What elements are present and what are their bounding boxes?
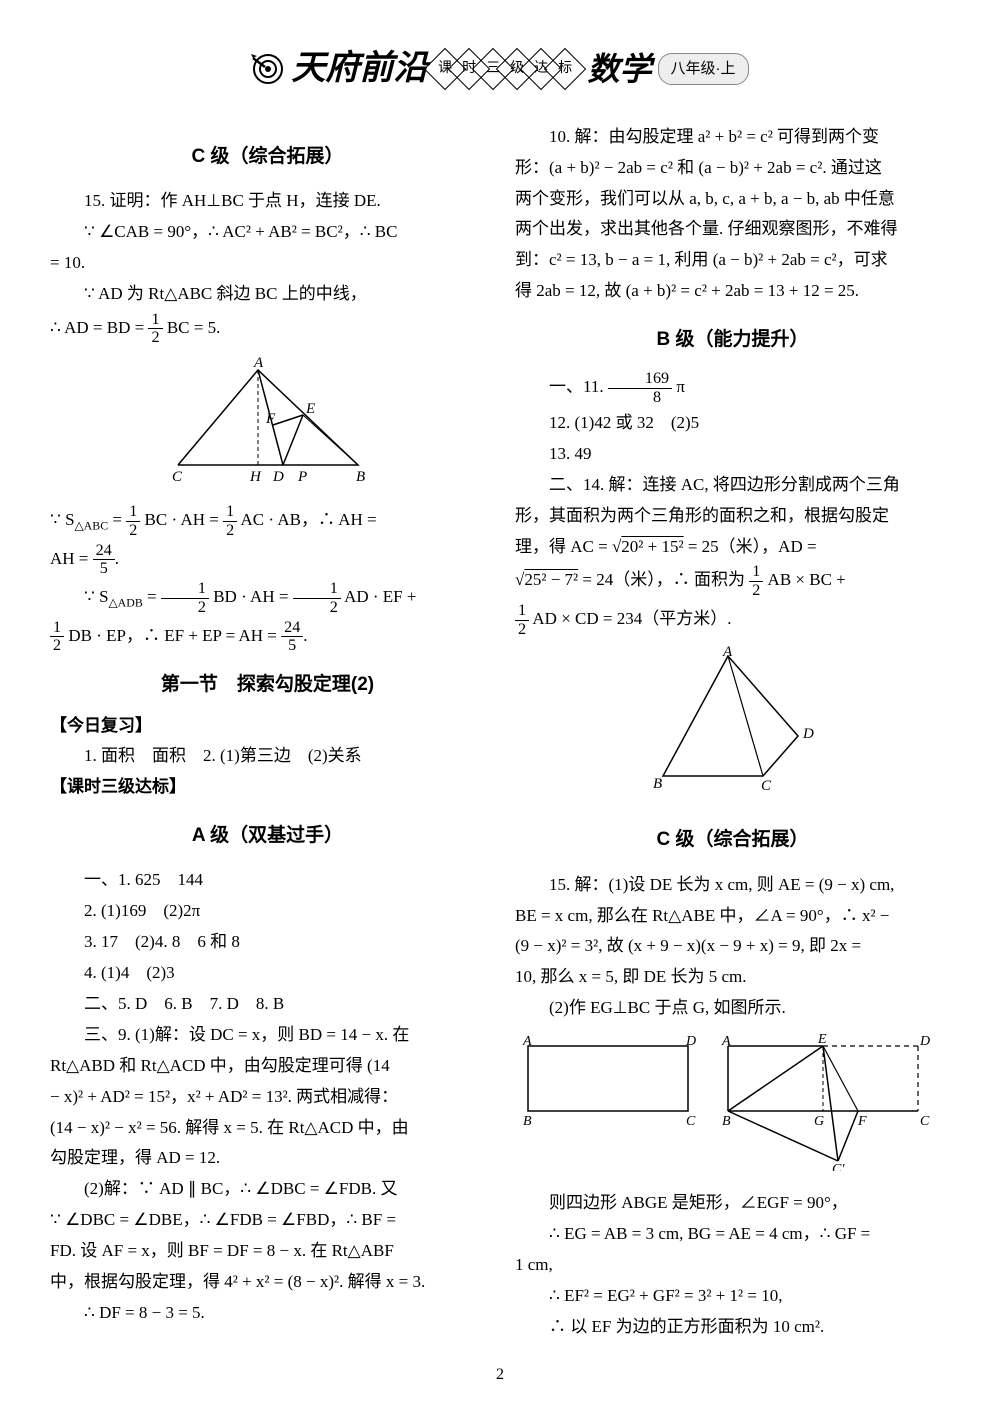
- p15h: ∵ S△ADB = 12 BD · AH = 12 AD · EF +: [50, 580, 485, 617]
- a9g: ∵ ∠DBC = ∠DBE，∴ ∠FDB = ∠FBD，∴ BF =: [50, 1206, 485, 1235]
- a9f: (2)解：∵ AD ∥ BC，∴ ∠DBC = ∠FDB. 又: [50, 1175, 485, 1204]
- svg-text:B: B: [523, 1114, 532, 1129]
- review-label: 【今日复习】: [50, 712, 152, 741]
- p10f: 得 2ab = 12, 故 (a + b)² = c² + 2ab = 13 +…: [515, 277, 950, 306]
- b14b: 形，其面积为两个三角形的面积之和，根据勾股定: [515, 502, 950, 531]
- svg-text:H: H: [249, 469, 262, 485]
- p15b: ∵ ∠CAB = 90°，∴ AC² + AB² = BC²，∴ BC: [50, 218, 485, 247]
- svg-text:C: C: [686, 1114, 696, 1129]
- level-c-title: C 级（综合拓展）: [50, 141, 485, 173]
- a9d: (14 − x)² − x² = 56. 解得 x = 5. 在 Rt△ACD …: [50, 1114, 485, 1143]
- c15e: (2)作 EG⊥BC 于点 G, 如图所示.: [515, 994, 950, 1023]
- svg-text:P: P: [297, 469, 307, 485]
- a9i: 中，根据勾股定理，得 4² + x² = (8 − x)². 解得 x = 3.: [50, 1268, 485, 1297]
- a2: 2. (1)169 (2)2π: [50, 897, 485, 926]
- svg-text:A: A: [722, 646, 733, 660]
- b12: 12. (1)42 或 32 (2)5: [515, 409, 950, 438]
- p15e: ∴ AD = BD = 12 BC = 5.: [50, 311, 485, 348]
- a9b: Rt△ABD 和 Rt△ACD 中，由勾股定理可得 (14: [50, 1052, 485, 1081]
- b14c: 理，得 AC = √20² + 15² = 25（米），AD =: [515, 533, 950, 562]
- a9c: − x)² + AD² = 15²，x² + AD² = 13². 两式相减得：: [50, 1083, 485, 1112]
- svg-text:F: F: [265, 411, 276, 427]
- svg-text:B: B: [722, 1114, 731, 1129]
- figure-triangle-1: A C H D P B E F: [50, 355, 485, 495]
- svg-text:F: F: [857, 1114, 867, 1129]
- c15j: ∴ 以 EF 为边的正方形面积为 10 cm².: [515, 1313, 950, 1342]
- a3: 3. 17 (2)4. 8 6 和 8: [50, 928, 485, 957]
- p15i: 12 DB · EP，∴ EF + EP = AH = 245.: [50, 619, 485, 656]
- grade-badge: 八年级·上: [658, 53, 749, 85]
- a9a: 三、9. (1)解：设 DC = x，则 BD = 14 − x. 在: [50, 1021, 485, 1050]
- diamond-5: 标: [544, 48, 586, 90]
- p15a: 15. 证明：作 AH⊥BC 于点 H，连接 DE.: [50, 187, 485, 216]
- svg-text:A: A: [522, 1034, 532, 1049]
- p10a: 10. 解：由勾股定理 a² + b² = c² 可得到两个变: [515, 123, 950, 152]
- level-b-title: B 级（能力提升）: [515, 324, 950, 356]
- b13: 13. 49: [515, 440, 950, 469]
- a9e: 勾股定理，得 AD = 12.: [50, 1144, 485, 1173]
- a5: 二、5. D 6. B 7. D 8. B: [50, 990, 485, 1019]
- a9j: ∴ DF = 8 − 3 = 5.: [50, 1299, 485, 1328]
- figure-quad: A B C D: [515, 646, 950, 806]
- p10b: 形：(a + b)² − 2ab = c² 和 (a − b)² + 2ab =…: [515, 154, 950, 183]
- c15h: 1 cm,: [515, 1251, 950, 1280]
- svg-text:C: C: [761, 778, 772, 794]
- svg-text:D: D: [802, 726, 814, 742]
- b14a: 二、14. 解：连接 AC, 将四边形分割成两个三角: [515, 471, 950, 500]
- a9h: FD. 设 AF = x，则 BF = DF = 8 − x. 在 Rt△ABF: [50, 1237, 485, 1266]
- p10e: 到：c² = 13, b − a = 1, 利用 (a − b)² + 2ab …: [515, 246, 950, 275]
- c15b: BE = x cm, 那么在 Rt△ABE 中，∠A = 90°，∴ x² −: [515, 902, 950, 931]
- p15g: AH = 245.: [50, 542, 485, 579]
- svg-text:D: D: [919, 1034, 930, 1049]
- series-title: 天府前沿: [291, 40, 427, 98]
- p10c: 两个变形，我们可以从 a, b, c, a + b, a − b, ab 中任意: [515, 185, 950, 214]
- svg-text:B: B: [356, 469, 365, 485]
- svg-text:G: G: [814, 1114, 824, 1129]
- svg-text:A: A: [253, 355, 264, 371]
- svg-text:E: E: [817, 1032, 827, 1047]
- page-header: 天府前沿 课 时 三 级 达 标 数学 八年级·上: [50, 40, 950, 98]
- diamond-row: 课 时 三 级 达 标: [433, 54, 577, 84]
- left-column: C 级（综合拓展） 15. 证明：作 AH⊥BC 于点 H，连接 DE. ∵ ∠…: [50, 123, 485, 1344]
- page-number: 2: [50, 1361, 950, 1388]
- b14d: √25² − 7² = 24（米），∴ 面积为 12 AB × BC +: [515, 563, 950, 600]
- subject-title: 数学: [587, 42, 651, 96]
- level-a-title: A 级（双基过手）: [50, 820, 485, 852]
- b14e: 12 AD × CD = 234（平方米）.: [515, 602, 950, 639]
- right-column: 10. 解：由勾股定理 a² + b² = c² 可得到两个变 形：(a + b…: [515, 123, 950, 1344]
- p10d: 两个出发，求出其他各个量. 仔细观察图形，不难得: [515, 215, 950, 244]
- svg-text:D: D: [685, 1034, 696, 1049]
- c15d: 10, 那么 x = 5, 即 DE 长为 5 cm.: [515, 963, 950, 992]
- b11: 一、11. 1698 π: [515, 370, 950, 407]
- p15d: ∵ AD 为 Rt△ABC 斜边 BC 上的中线，: [50, 280, 485, 309]
- a4: 4. (1)4 (2)3: [50, 959, 485, 988]
- p15c: = 10.: [50, 249, 485, 278]
- section-2-title: 第一节 探索勾股定理(2): [50, 669, 485, 701]
- review-content: 1. 面积 面积 2. (1)第三边 (2)关系: [50, 742, 485, 771]
- svg-text:A: A: [721, 1034, 731, 1049]
- level-c-title-r: C 级（综合拓展）: [515, 824, 950, 856]
- svg-text:C′: C′: [832, 1162, 845, 1171]
- svg-text:D: D: [272, 469, 284, 485]
- c15c: (9 − x)² = 3², 故 (x + 9 − x)(x − 9 + x) …: [515, 932, 950, 961]
- a1: 一、1. 625 144: [50, 866, 485, 895]
- target-icon: [251, 52, 285, 86]
- p15f: ∵ S△ABC = 12 BC · AH = 12 AC · AB，∴ AH =: [50, 503, 485, 540]
- svg-text:C: C: [172, 469, 183, 485]
- c15f: 则四边形 ABGE 是矩形，∠EGF = 90°，: [515, 1189, 950, 1218]
- level-label: 【课时三级达标】: [50, 773, 186, 802]
- svg-text:C: C: [920, 1114, 930, 1129]
- svg-text:B: B: [653, 776, 662, 792]
- svg-text:E: E: [305, 401, 315, 417]
- c15g: ∴ EG = AB = 3 cm, BG = AE = 4 cm，∴ GF =: [515, 1220, 950, 1249]
- c15a: 15. 解：(1)设 DE 长为 x cm, 则 AE = (9 − x) cm…: [515, 871, 950, 900]
- figure-fold: A D B C A E: [515, 1031, 950, 1181]
- c15i: ∴ EF² = EG² + GF² = 3² + 1² = 10,: [515, 1282, 950, 1311]
